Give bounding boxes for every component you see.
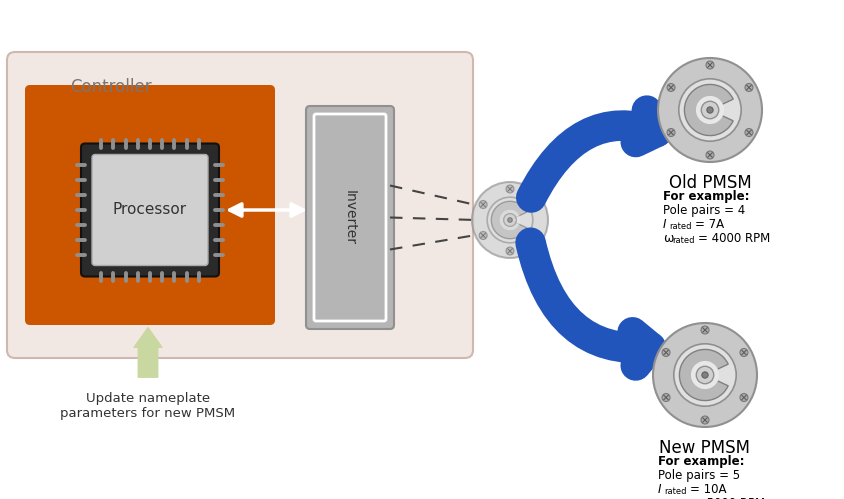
Circle shape	[701, 326, 708, 334]
Text: Pole pairs = 5: Pole pairs = 5	[657, 469, 739, 482]
Wedge shape	[679, 349, 728, 401]
Circle shape	[739, 394, 747, 402]
Text: rated: rated	[671, 236, 694, 245]
Text: Inverter: Inverter	[343, 190, 356, 245]
Text: = 10A: = 10A	[690, 483, 726, 496]
FancyArrowPatch shape	[230, 204, 303, 216]
FancyArrowPatch shape	[531, 111, 657, 198]
Text: New PMSM: New PMSM	[658, 439, 749, 457]
Wedge shape	[490, 201, 527, 239]
Text: = 7A: = 7A	[694, 218, 723, 231]
Text: I: I	[663, 218, 666, 231]
Circle shape	[533, 201, 540, 209]
FancyArrowPatch shape	[134, 328, 162, 377]
Text: rated: rated	[663, 487, 685, 496]
Text: Pole pairs = 4: Pole pairs = 4	[663, 204, 744, 217]
Text: = 4000 RPM: = 4000 RPM	[697, 232, 770, 245]
Circle shape	[678, 79, 740, 141]
Text: parameters for new PMSM: parameters for new PMSM	[61, 407, 235, 420]
FancyBboxPatch shape	[25, 85, 274, 325]
Circle shape	[652, 323, 756, 427]
Wedge shape	[684, 84, 733, 136]
FancyArrowPatch shape	[530, 243, 650, 365]
Circle shape	[701, 372, 707, 378]
Circle shape	[673, 344, 735, 406]
Text: For example:: For example:	[657, 455, 744, 468]
Circle shape	[666, 83, 674, 91]
Text: rated: rated	[668, 222, 690, 231]
Circle shape	[744, 83, 752, 91]
Wedge shape	[695, 96, 723, 124]
Text: ω: ω	[663, 232, 673, 245]
Circle shape	[661, 394, 669, 402]
Circle shape	[657, 58, 761, 162]
Text: Controller: Controller	[70, 78, 151, 96]
Circle shape	[487, 197, 533, 243]
FancyBboxPatch shape	[306, 106, 393, 329]
Circle shape	[533, 232, 540, 240]
Circle shape	[706, 107, 712, 113]
Text: Processor: Processor	[113, 203, 187, 218]
Text: Old PMSM: Old PMSM	[668, 174, 750, 192]
FancyBboxPatch shape	[81, 144, 219, 276]
Wedge shape	[690, 361, 718, 389]
Circle shape	[695, 366, 713, 384]
Circle shape	[701, 416, 708, 424]
Text: ω: ω	[657, 497, 668, 499]
Circle shape	[472, 182, 548, 258]
Text: I: I	[657, 483, 661, 496]
Circle shape	[479, 201, 487, 209]
FancyBboxPatch shape	[92, 155, 208, 265]
FancyBboxPatch shape	[7, 52, 473, 358]
Circle shape	[479, 232, 487, 240]
Circle shape	[661, 348, 669, 356]
Circle shape	[506, 185, 513, 193]
Circle shape	[507, 218, 511, 222]
Text: = 5000 RPM: = 5000 RPM	[692, 497, 764, 499]
Circle shape	[739, 348, 747, 356]
Wedge shape	[499, 210, 520, 230]
Text: For example:: For example:	[663, 190, 749, 203]
Circle shape	[706, 61, 713, 69]
Circle shape	[506, 247, 513, 255]
Circle shape	[706, 151, 713, 159]
Text: Update nameplate: Update nameplate	[86, 392, 210, 405]
Circle shape	[744, 129, 752, 137]
Circle shape	[666, 129, 674, 137]
Circle shape	[701, 101, 718, 119]
Circle shape	[503, 214, 516, 227]
